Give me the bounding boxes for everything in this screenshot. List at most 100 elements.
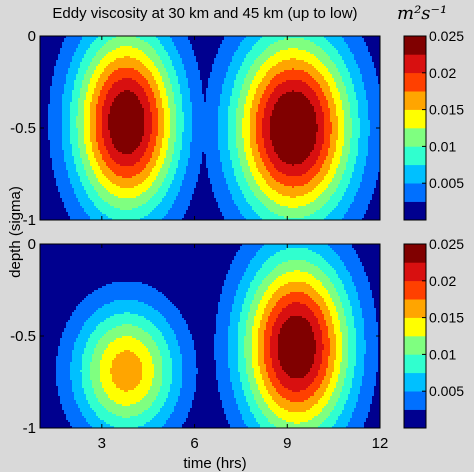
contour-band-cell xyxy=(252,346,259,349)
contour-band-cell xyxy=(62,144,73,147)
contour-band-cell xyxy=(264,144,273,147)
contour-band-cell xyxy=(196,388,219,391)
contour-band-cell xyxy=(202,156,207,159)
contour-band-cell xyxy=(162,44,175,47)
contour-band-cell xyxy=(152,356,163,359)
contour-band-cell xyxy=(102,86,113,89)
contour-band-cell xyxy=(180,388,197,391)
contour-band-cell xyxy=(214,340,229,343)
contour-band-cell xyxy=(70,370,81,373)
contour-band-cell xyxy=(190,100,205,103)
contour-band-cell xyxy=(312,104,321,107)
contour-band-cell xyxy=(144,154,153,157)
contour-band-cell xyxy=(168,100,175,103)
contour-band-cell xyxy=(318,372,327,375)
contour-band-cell xyxy=(94,188,107,191)
contour-band-cell xyxy=(230,316,241,319)
contour-band-cell xyxy=(40,244,243,247)
contour-band-cell xyxy=(40,94,51,97)
contour-band-cell xyxy=(346,164,355,167)
contour-band-cell xyxy=(238,348,245,351)
contour-band-cell xyxy=(248,318,255,321)
contour-band-cell xyxy=(270,130,319,133)
contour-band-cell xyxy=(354,200,371,203)
contour-band-cell xyxy=(166,88,173,91)
contour-band-cell xyxy=(216,318,231,321)
contour-band-cell xyxy=(64,206,83,209)
contour-band-cell xyxy=(356,252,381,255)
contour-band-cell xyxy=(90,362,101,365)
contour-band-cell xyxy=(364,40,381,43)
contour-band-cell xyxy=(346,292,359,295)
contour-band-cell xyxy=(328,70,339,73)
contour-band-cell xyxy=(186,76,201,79)
contour-band-cell xyxy=(268,300,279,303)
contour-band-cell xyxy=(140,142,149,145)
contour-band-cell xyxy=(174,200,191,203)
contour-band-cell xyxy=(78,200,93,203)
contour-band-cell xyxy=(76,166,85,169)
contour-band-cell xyxy=(162,364,173,367)
contour-band-cell xyxy=(48,126,63,129)
contour-band-cell xyxy=(130,416,155,419)
contour-band-cell xyxy=(90,80,99,83)
contour-band-cell xyxy=(226,178,237,181)
contour-band-cell xyxy=(150,352,161,355)
contour-band-cell xyxy=(148,82,157,85)
contour-band-cell xyxy=(182,98,191,101)
contour-band-cell xyxy=(190,154,203,157)
contour-band-cell xyxy=(106,422,147,425)
contour-band-cell xyxy=(192,120,219,123)
contour-band-cell xyxy=(86,152,95,155)
contour-band-cell xyxy=(40,296,87,299)
contour-band-cell xyxy=(354,166,365,169)
contour-band-cell xyxy=(82,158,89,161)
contour-band-cell xyxy=(254,394,263,397)
contour-band-cell xyxy=(102,154,111,157)
contour-band-cell xyxy=(238,358,247,361)
contour-band-cell xyxy=(178,400,193,403)
contour-band-cell xyxy=(122,404,131,407)
contour-band-cell xyxy=(196,380,219,383)
contour-band-cell xyxy=(228,346,239,349)
contour-band-cell xyxy=(70,318,89,321)
contour-band-cell xyxy=(332,158,341,161)
contour-band-cell xyxy=(256,314,263,317)
contour-band-cell xyxy=(366,272,381,275)
contour-band-cell xyxy=(80,176,89,179)
contour-band-cell xyxy=(336,82,345,85)
contour-band-cell xyxy=(238,330,247,333)
contour-band-cell xyxy=(250,136,257,139)
contour-band-cell xyxy=(342,340,349,343)
contour-band-cell xyxy=(320,324,327,327)
contour-band-cell xyxy=(86,296,167,299)
contour-band-cell xyxy=(114,340,141,343)
contour-band-cell xyxy=(356,162,367,165)
contour-band-cell xyxy=(242,88,251,91)
contour-band-cell xyxy=(272,334,279,337)
contour-band-cell xyxy=(296,58,319,61)
contour-band-cell xyxy=(92,148,99,151)
contour-band-cell xyxy=(158,120,165,123)
contour-band-cell xyxy=(294,422,301,425)
contour-band-cell xyxy=(264,164,275,167)
contour-band-cell xyxy=(184,126,193,129)
contour-band-cell xyxy=(266,86,277,89)
contour-band-cell xyxy=(56,364,71,367)
contour-band-cell xyxy=(152,182,163,185)
contour-band-cell xyxy=(362,380,377,383)
contour-band-cell xyxy=(326,66,337,69)
contour-band-cell xyxy=(348,334,357,337)
contour-band-cell xyxy=(326,320,333,323)
contour-band-cell xyxy=(324,316,333,319)
contour-band-cell xyxy=(194,344,215,347)
contour-band-cell xyxy=(92,168,101,171)
contour-band-cell xyxy=(358,146,369,149)
contour-band-cell xyxy=(266,182,281,185)
contour-band-cell xyxy=(342,410,355,413)
contour-band-cell xyxy=(188,162,203,165)
contour-band-cell xyxy=(40,274,227,277)
contour-band-cell xyxy=(346,88,355,91)
contour-band-cell xyxy=(40,374,57,377)
contour-band-cell xyxy=(184,112,193,115)
